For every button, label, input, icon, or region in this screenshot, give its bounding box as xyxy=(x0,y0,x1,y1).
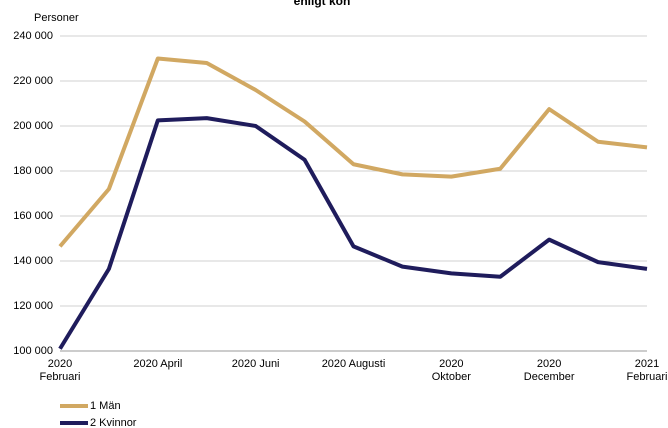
legend-label: 2 Kvinnor xyxy=(90,417,137,428)
series-line xyxy=(58,56,648,248)
y-tick-label: 220 000 xyxy=(13,75,53,87)
y-tick-label: 180 000 xyxy=(13,165,53,177)
x-tick-label: 2020 Juni xyxy=(231,358,280,370)
y-tick-label: 100 000 xyxy=(13,345,53,357)
x-tick-label: 2020 Augusti xyxy=(321,358,386,370)
x-tick-label: 2020 April xyxy=(133,358,183,370)
y-tick-label: 200 000 xyxy=(13,120,53,132)
series-line xyxy=(58,116,648,350)
x-tick-label: 2021 Februari xyxy=(626,358,668,383)
x-tick-label: 2020 Oktober xyxy=(431,358,471,383)
chart-title: enligt kön xyxy=(294,0,351,8)
x-tick-label: 2020 Februari xyxy=(39,358,81,383)
x-tick-label: 2020 December xyxy=(523,358,575,383)
legend-label: 1 Män xyxy=(90,400,121,412)
y-tick-label: 240 000 xyxy=(13,30,53,42)
y-tick-label: 160 000 xyxy=(13,210,53,222)
y-axis-label: Personer xyxy=(34,12,79,24)
y-tick-label: 140 000 xyxy=(13,255,53,267)
y-tick-label: 120 000 xyxy=(13,300,53,312)
